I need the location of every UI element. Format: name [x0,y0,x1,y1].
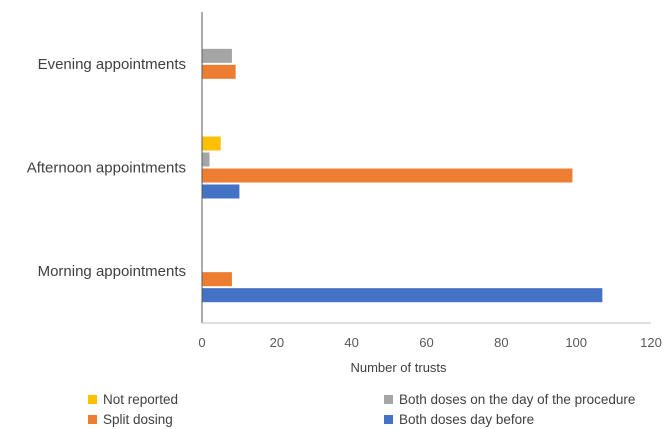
legend-swatch [88,415,97,424]
legend-item-both-doses-day-of-procedure: Both doses on the day of the procedure [384,392,635,407]
bar-split-dosing-morning-appointments [202,272,232,287]
legend-label: Not reported [103,392,179,407]
category-label: Afternoon appointments [27,160,186,177]
x-tick-label: 120 [640,335,662,350]
legend-swatch [384,415,393,424]
bar-chart: Morning appointments Afternoon appointmen… [27,12,662,375]
category-labels: Morning appointments Afternoon appointmen… [27,56,186,280]
x-tick-labels: 0 20 40 60 80 100 120 [198,335,661,350]
x-tick-label: 60 [419,335,433,350]
bar-not-reported-afternoon-appointments [202,136,221,151]
category-label: Morning appointments [38,263,186,280]
bar-both-doses-day-before-afternoon-appointments [202,184,240,199]
legend-label: Split dosing [103,412,173,427]
x-axis-title: Number of trusts [350,360,447,375]
category-label: Evening appointments [38,56,186,73]
bar-split-dosing-afternoon-appointments [202,168,573,183]
legend-item-both-doses-day-before: Both doses day before [384,412,534,427]
x-tick-label: 100 [565,335,587,350]
bars-group [202,48,603,303]
bar-both-doses-day-before-morning-appointments [202,288,603,303]
x-tick-label: 80 [494,335,508,350]
legend-swatch [88,395,97,404]
legend-label: Both doses on the day of the procedure [399,392,636,407]
legend-label: Both doses day before [399,412,535,427]
x-tick-label: 20 [270,335,284,350]
legend-swatch [384,395,393,404]
bar-split-dosing-evening-appointments [202,64,236,79]
x-tick-label: 0 [198,335,205,350]
legend-item-not-reported: Not reported [88,392,178,407]
bar-both-doses-on-the-day-of-the-procedure-afternoon-appointments [202,152,210,167]
legend-item-split-dosing: Split dosing [88,412,173,427]
legend: Not reported Both doses on the day of th… [0,384,664,429]
x-tick-label: 40 [344,335,358,350]
bar-both-doses-on-the-day-of-the-procedure-evening-appointments [202,48,232,63]
